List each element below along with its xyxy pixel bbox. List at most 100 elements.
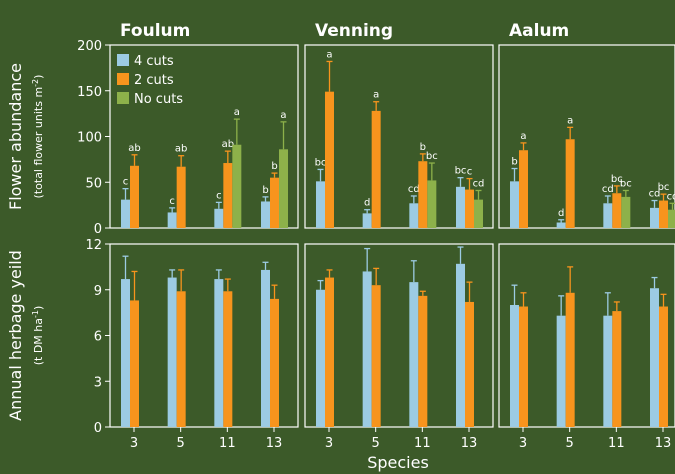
x-tick-label-aalum-3: 13: [655, 436, 672, 451]
y-tick-label-flower-2: 100: [77, 131, 102, 146]
sig-letter-flower-venning-s0-c1: d: [364, 198, 370, 209]
x-tick-label-foulum-1: 5: [177, 436, 185, 451]
bar-herbage-venning-s0-c2: [409, 282, 419, 427]
panel-frame-herbage-aalum: [498, 243, 675, 428]
panel-title-venning: Venning: [315, 21, 393, 41]
sig-letter-flower-aalum-s1-c1: a: [567, 115, 573, 126]
sig-letter-flower-venning-s1-c0: a: [326, 49, 332, 60]
legend-swatch-0: [117, 54, 129, 66]
bar-flower-venning-s1-c0: [325, 91, 334, 228]
y-tick-label-herbage-3: 9: [94, 284, 102, 299]
sig-letter-flower-venning-s2-c2: bc: [426, 151, 438, 162]
panel-frame-flower-venning: [304, 44, 494, 229]
bar-herbage-foulum-s0-c2: [214, 279, 224, 427]
bar-herbage-aalum-s1-c2: [612, 311, 622, 427]
y-tick-label-herbage-1: 3: [94, 375, 102, 390]
bar-herbage-venning-s1-c1: [371, 285, 381, 427]
y-axis-sublabel-herbage: (t DM ha-1): [31, 306, 45, 366]
panel-frame-flower-aalum: [498, 44, 675, 229]
sig-letter-flower-foulum-s1-c2: ab: [222, 139, 234, 150]
x-tick-label-foulum-0: 3: [130, 436, 138, 451]
bar-flower-foulum-s2-c2: [232, 144, 242, 228]
bar-flower-venning-s1-c3: [465, 189, 474, 228]
sig-letter-flower-aalum-s0-c1: d: [558, 208, 564, 219]
sig-letter-flower-aalum-s0-c3: cd: [649, 189, 661, 200]
sig-letter-flower-venning-s0-c2: cd: [408, 184, 420, 195]
bar-flower-foulum-s0-c2: [214, 208, 224, 228]
bar-flower-foulum-s0-c0: [121, 199, 130, 228]
sig-letter-flower-aalum-s0-c2: cd: [602, 184, 614, 195]
y-axis-label-herbage: Annual herbage yeild: [6, 250, 25, 421]
bar-flower-aalum-s2-c2: [621, 196, 631, 228]
legend-label-0: 4 cuts: [134, 54, 174, 69]
x-tick-label-venning-3: 13: [461, 436, 478, 451]
x-tick-label-venning-0: 3: [325, 436, 333, 451]
y-axis-sublabel-flower: (total flower units m-2): [31, 75, 45, 199]
legend-swatch-1: [117, 73, 129, 85]
bar-flower-venning-s2-c2: [427, 180, 437, 228]
bar-flower-aalum-s1-c1: [565, 139, 575, 228]
sig-letter-flower-venning-s1-c2: b: [420, 142, 426, 153]
bar-herbage-foulum-s0-c1: [167, 277, 177, 427]
sig-letter-flower-foulum-s0-c2: c: [216, 190, 222, 201]
sig-letter-flower-foulum-s1-c3: b: [271, 161, 277, 172]
sig-letter-flower-foulum-s0-c1: c: [169, 196, 175, 207]
x-tick-label-venning-1: 5: [372, 436, 380, 451]
sig-letter-flower-aalum-s2-c3: cd: [667, 191, 675, 202]
bar-flower-foulum-s1-c1: [176, 166, 186, 228]
legend-label-1: 2 cuts: [134, 73, 174, 88]
legend-swatch-2: [117, 92, 129, 104]
bar-herbage-aalum-s1-c0: [519, 306, 528, 427]
sig-letter-flower-foulum-s1-c0: ab: [128, 143, 140, 154]
sig-letter-flower-aalum-s1-c2: bc: [611, 174, 623, 185]
sig-letter-flower-aalum-s0-c0: b: [511, 157, 517, 168]
y-tick-label-herbage-2: 6: [94, 330, 102, 345]
bar-flower-foulum-s1-c0: [130, 165, 139, 228]
y-tick-label-flower-4: 200: [77, 39, 102, 54]
sig-letter-flower-foulum-s0-c0: c: [123, 177, 129, 188]
bar-flower-foulum-s0-c3: [261, 201, 270, 228]
sig-letter-flower-foulum-s2-c2: a: [234, 107, 240, 118]
sig-letter-flower-aalum-s1-c0: a: [520, 131, 526, 142]
sig-letter-flower-venning-s0-c3: bc: [455, 166, 467, 177]
sig-letter-flower-foulum-s0-c3: b: [262, 185, 268, 196]
x-tick-label-foulum-3: 13: [266, 436, 283, 451]
bar-herbage-aalum-s0-c0: [510, 305, 519, 427]
bar-flower-aalum-s1-c2: [612, 193, 622, 228]
bar-herbage-aalum-s1-c3: [659, 306, 668, 427]
bar-herbage-aalum-s1-c1: [565, 292, 575, 427]
x-tick-label-aalum-1: 5: [566, 436, 574, 451]
sig-letter-flower-aalum-s2-c2: bc: [620, 178, 632, 189]
bar-flower-venning-s1-c1: [371, 110, 381, 228]
y-tick-label-flower-1: 50: [85, 176, 102, 191]
x-tick-label-foulum-2: 11: [219, 436, 236, 451]
panel-title-aalum: Aalum: [509, 21, 569, 41]
bar-flower-aalum-s0-c0: [510, 181, 519, 228]
bar-flower-aalum-s2-c3: [668, 209, 675, 228]
bar-flower-foulum-s1-c3: [270, 177, 279, 228]
bar-flower-aalum-s1-c3: [659, 200, 668, 228]
bar-flower-venning-s0-c0: [316, 181, 325, 228]
bar-herbage-venning-s1-c0: [325, 277, 334, 427]
bar-flower-venning-s1-c2: [418, 161, 428, 228]
legend-label-2: No cuts: [134, 92, 183, 107]
panel-frame-herbage-foulum: [109, 243, 299, 428]
sig-letter-flower-venning-s1-c3: c: [467, 167, 473, 178]
bar-herbage-foulum-s0-c3: [261, 269, 270, 427]
bar-herbage-foulum-s1-c3: [270, 298, 279, 427]
bar-herbage-venning-s0-c0: [316, 289, 325, 427]
bar-flower-aalum-s0-c1: [556, 222, 566, 228]
bar-flower-aalum-s0-c3: [650, 207, 659, 228]
x-tick-label-aalum-2: 11: [608, 436, 625, 451]
bar-herbage-aalum-s0-c1: [556, 315, 566, 427]
y-tick-label-flower-0: 0: [94, 222, 102, 237]
bar-herbage-venning-s1-c3: [465, 301, 474, 427]
bar-flower-venning-s0-c1: [362, 213, 372, 228]
bar-flower-aalum-s0-c2: [603, 203, 613, 228]
sig-letter-flower-venning-s1-c1: a: [373, 90, 379, 101]
bar-flower-venning-s0-c2: [409, 203, 419, 228]
x-tick-label-venning-2: 11: [414, 436, 431, 451]
sig-letter-flower-venning-s2-c3: cd: [473, 178, 485, 189]
bar-herbage-aalum-s0-c3: [650, 288, 659, 427]
